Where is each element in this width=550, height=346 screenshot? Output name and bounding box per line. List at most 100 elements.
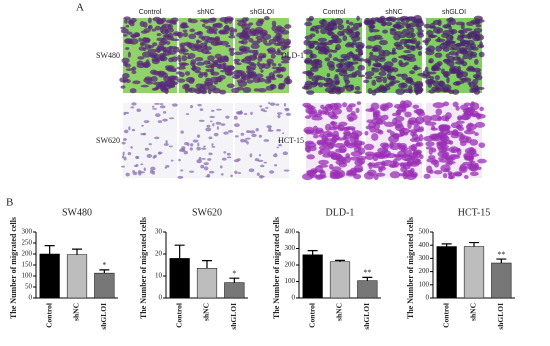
cell <box>466 149 477 155</box>
cell <box>304 115 312 119</box>
cell <box>284 77 288 81</box>
cell <box>390 75 396 81</box>
cell <box>318 159 329 165</box>
y-tick-label: 100 <box>22 272 33 280</box>
cell <box>197 142 200 147</box>
cell <box>155 18 164 25</box>
y-tick-label: 400 <box>419 241 430 249</box>
bar <box>302 254 323 299</box>
cell <box>223 25 230 32</box>
cell <box>257 55 263 62</box>
cell <box>382 29 389 34</box>
cell <box>271 25 278 32</box>
cell <box>426 30 434 36</box>
cell <box>265 85 274 91</box>
cell <box>143 167 146 172</box>
cell <box>250 43 260 50</box>
cell <box>440 115 449 122</box>
cell <box>412 131 417 136</box>
cell <box>284 24 292 29</box>
cell <box>326 60 335 68</box>
cell <box>121 73 130 79</box>
cell <box>446 18 452 23</box>
cell <box>413 19 423 24</box>
cell <box>326 73 331 78</box>
cell <box>323 77 332 82</box>
cell <box>256 172 260 176</box>
cell <box>185 76 195 83</box>
cell <box>246 79 254 84</box>
cell <box>349 156 360 161</box>
cell <box>154 136 160 140</box>
cell <box>184 87 189 94</box>
cell <box>177 31 184 39</box>
cell <box>332 57 339 61</box>
cell <box>189 28 195 33</box>
cell <box>442 70 449 78</box>
cell <box>440 126 450 131</box>
cell <box>239 31 247 38</box>
cell <box>414 158 421 163</box>
y-tick-label: 10 <box>155 272 163 280</box>
cell <box>379 15 386 21</box>
cell <box>247 61 255 65</box>
cell <box>128 19 135 24</box>
cell <box>131 128 136 132</box>
cell <box>208 152 213 156</box>
cell <box>262 38 268 45</box>
cell <box>330 120 336 127</box>
cell <box>456 36 464 41</box>
cell <box>312 40 319 45</box>
cell <box>131 70 137 74</box>
cell <box>170 159 174 162</box>
cell <box>196 31 204 36</box>
cell <box>440 164 451 173</box>
cell <box>301 173 314 181</box>
cell <box>271 62 277 67</box>
cell <box>220 173 224 176</box>
cell <box>469 171 479 177</box>
cell <box>233 58 241 62</box>
cell <box>403 49 412 54</box>
cell <box>185 113 190 116</box>
y-tick-label: 200 <box>22 250 33 258</box>
cell <box>181 55 188 62</box>
cell <box>225 44 231 48</box>
cell <box>263 161 267 164</box>
cell <box>226 83 235 89</box>
bar <box>463 246 485 299</box>
cell <box>209 115 215 119</box>
cell <box>170 38 181 42</box>
cell <box>220 123 226 126</box>
cell <box>209 170 215 174</box>
cell <box>234 135 239 138</box>
cell <box>408 85 413 91</box>
cell <box>410 32 416 38</box>
cell <box>346 52 355 58</box>
cell <box>355 107 360 114</box>
cell <box>178 62 188 66</box>
cell <box>237 171 242 174</box>
cell <box>474 58 479 65</box>
cell <box>211 145 216 148</box>
x-tick-label: shGLOI <box>362 303 371 330</box>
cell <box>207 55 215 62</box>
cell <box>394 115 405 122</box>
y-axis-label: The Number of migrated cells <box>406 217 415 319</box>
cell <box>457 123 463 128</box>
cell <box>280 44 287 51</box>
cell <box>389 81 396 85</box>
cell <box>350 110 356 116</box>
cell <box>271 20 277 27</box>
cell <box>199 108 204 112</box>
cell <box>143 63 147 67</box>
cell <box>339 127 352 131</box>
cell <box>356 15 360 21</box>
cell <box>332 124 342 130</box>
cell <box>331 134 338 138</box>
cell <box>247 71 253 77</box>
cell <box>257 87 267 93</box>
cell <box>308 111 319 118</box>
cell <box>395 45 404 50</box>
cell <box>393 158 398 166</box>
